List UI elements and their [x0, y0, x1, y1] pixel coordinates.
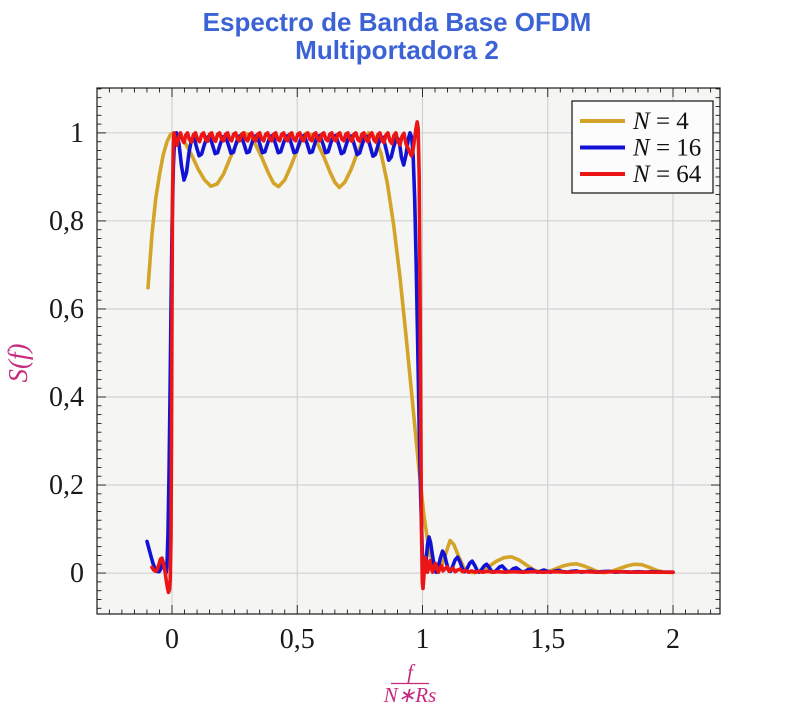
x-tick-label: 1 — [416, 624, 430, 655]
y-tick-label: 0,2 — [49, 470, 84, 501]
series-group — [145, 120, 675, 595]
x-tick-label: 0,5 — [280, 624, 315, 655]
legend-label-n64: N = 64 — [632, 161, 702, 188]
x-tick-label: 1,5 — [530, 624, 565, 655]
y-tick-label: 0,8 — [49, 206, 84, 237]
y-tick-label: 0,4 — [49, 382, 84, 413]
y-tick-label: 1 — [70, 118, 84, 149]
legend-label-n4: N = 4 — [632, 108, 689, 135]
series-line-n16 — [145, 131, 675, 575]
y-axis-label: S(f) — [3, 343, 33, 382]
y-tick-label: 0 — [70, 558, 84, 589]
legend-label-n16: N = 16 — [632, 135, 701, 162]
x-axis-label-denominator: N∗Rs — [383, 683, 437, 707]
x-tick-label: 0 — [165, 624, 179, 655]
series-line-n4 — [146, 131, 675, 575]
chart-title-line2: Multiportadora 2 — [295, 35, 499, 65]
chart-title-line1: Espectro de Banda Base OFDM — [202, 7, 592, 37]
x-axis-label-numerator: f — [407, 660, 416, 684]
y-tick-label: 0,6 — [49, 294, 84, 325]
series-line-n64 — [150, 120, 675, 595]
chart-title: Espectro de Banda Base OFDM Multiportado… — [0, 8, 794, 64]
plot-frame — [96, 87, 721, 615]
x-tick-label: 2 — [666, 624, 680, 655]
